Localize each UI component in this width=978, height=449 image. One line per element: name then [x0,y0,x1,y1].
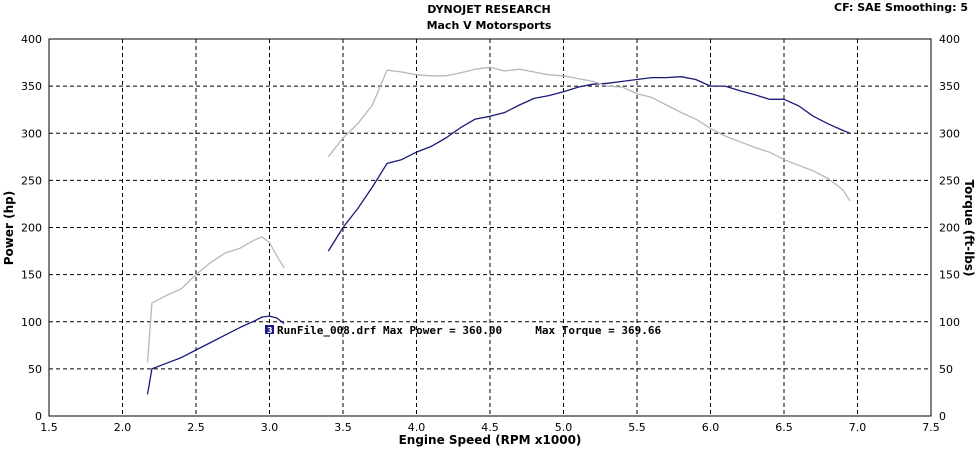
run-annotation: 3 RunFile_008.drf Max Power = 360.00 Max… [265,324,661,337]
x-axis-label: Engine Speed (RPM x1000) [399,433,582,447]
chart-subtitle: Mach V Motorsports [426,19,552,32]
correction-factor-label: CF: SAE Smoothing: 5 [834,1,968,14]
y-tick-label: 400 [21,33,42,46]
x-tick-label: 4.5 [481,421,499,434]
torque-series-line [327,66,851,202]
power-series-line [146,315,285,395]
y2-tick-label: 300 [939,127,960,140]
x-tick-label: 3.0 [261,421,279,434]
y-tick-label: 150 [21,269,42,282]
y-tick-label: 300 [21,127,42,140]
torque-series-line [146,236,285,363]
y-tick-labels: 0 50 100 150 200 250 300 350 400 [21,33,42,423]
x-tick-label: 6.5 [775,421,793,434]
y-axis-label: Power (hp) [2,191,16,265]
y2-tick-labels: 0 50 100 150 200 250 300 350 400 [939,33,960,423]
y2-tick-label: 350 [939,80,960,93]
y2-tick-label: 150 [939,269,960,282]
x-tick-label: 7.0 [849,421,867,434]
x-tick-labels: 1.5 2.0 2.5 3.0 3.5 4.0 4.5 5.0 5.5 6.0 6.5 7.0 7.5 [40,421,940,434]
y-tick-label: 50 [28,363,42,376]
y2-tick-label: 50 [939,363,953,376]
x-tick-label: 7.5 [922,421,940,434]
y-tick-label: 250 [21,174,42,187]
y2-tick-label: 100 [939,316,960,329]
x-tick-label: 2.0 [114,421,132,434]
data-series [146,66,851,395]
chart-title: DYNOJET RESEARCH [427,3,551,16]
grid-lines [49,39,931,416]
y2-axis-label: Torque (ft-lbs) [962,180,976,277]
y-tick-label: 200 [21,222,42,235]
x-tick-label: 5.0 [555,421,573,434]
y2-tick-label: 0 [939,410,946,423]
y2-tick-label: 200 [939,222,960,235]
y-tick-label: 100 [21,316,42,329]
run-marker-box [265,325,274,334]
x-tick-label: 5.5 [628,421,646,434]
y2-tick-label: 250 [939,174,960,187]
x-tick-label: 6.0 [702,421,720,434]
y2-tick-label: 400 [939,33,960,46]
run-annotation-text: RunFile_008.drf Max Power = 360.00 Max T… [277,324,661,337]
y-tick-label: 0 [35,410,42,423]
y-tick-label: 350 [21,80,42,93]
x-tick-label: 3.5 [334,421,352,434]
power-series-line [327,76,851,252]
x-tick-label: 2.5 [187,421,205,434]
x-tick-label: 4.0 [408,421,426,434]
run-marker-number: 3 [267,326,273,335]
plot-frame [48,38,932,417]
x-tick-label: 1.5 [40,421,58,434]
